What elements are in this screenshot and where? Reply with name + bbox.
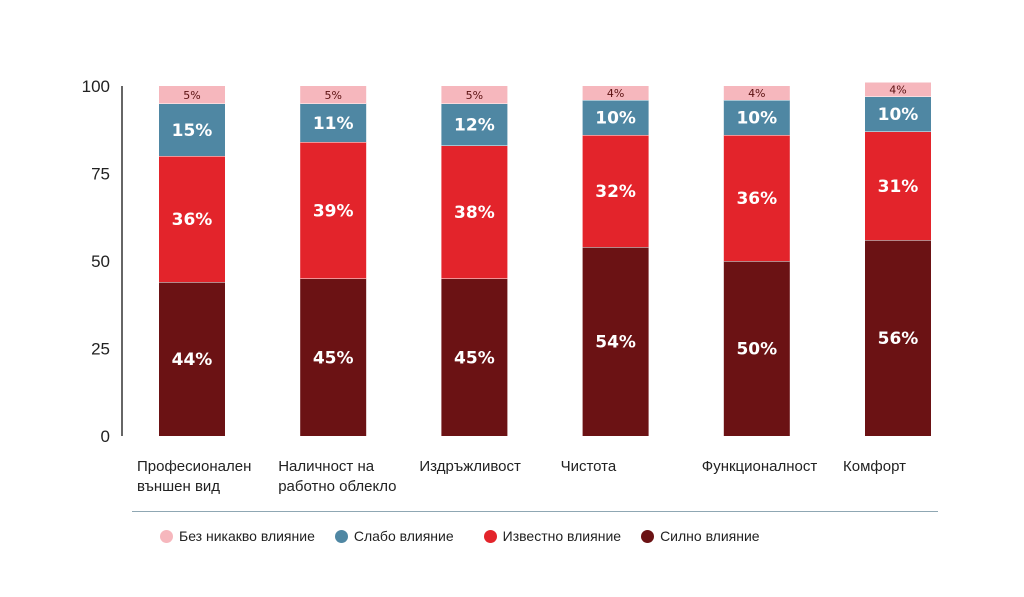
- data-label: 4%: [889, 84, 906, 97]
- bar-segment: [441, 86, 508, 104]
- data-label: 45%: [454, 348, 495, 368]
- category-label: Издръжливост: [419, 458, 521, 475]
- category-label: Наличност на: [278, 458, 375, 475]
- legend-swatch-weak: [334, 529, 348, 543]
- category-label: Професионален: [137, 458, 251, 475]
- bar-segment: [159, 103, 225, 156]
- y-axis-ticks: 100 75 50 25 0: [82, 77, 110, 446]
- data-label: 39%: [313, 201, 354, 221]
- bar-segment: [300, 278, 367, 436]
- category-label: Функционалност: [702, 458, 818, 475]
- data-label: 5%: [324, 89, 341, 102]
- bar-segment: [300, 142, 367, 279]
- category-label: работно облекло: [278, 478, 396, 495]
- legend-label-weak: Слабо влияние: [353, 528, 454, 544]
- y-tick-label: 100: [82, 77, 110, 96]
- data-label: 32%: [595, 182, 636, 202]
- bar-segment: [159, 86, 225, 104]
- bar-segment: [865, 240, 931, 436]
- data-label: 10%: [878, 105, 919, 125]
- data-label: 15%: [172, 121, 213, 141]
- bar-segment: [441, 145, 508, 279]
- bar-segment: [300, 103, 367, 142]
- data-label: 10%: [595, 109, 636, 129]
- bar-segment: [441, 103, 508, 146]
- y-tick-label: 25: [91, 340, 110, 359]
- y-tick-label: 0: [101, 427, 110, 446]
- legend-swatch-strong: [641, 529, 655, 543]
- category-label: Чистота: [561, 458, 617, 475]
- data-label: 36%: [736, 189, 777, 209]
- data-label: 54%: [595, 333, 636, 353]
- bar-segment: [441, 278, 508, 436]
- legend-swatch-some: [483, 529, 497, 543]
- category-labels: Професионален външен вид Наличност на работ…: [137, 458, 906, 495]
- data-label: 45%: [313, 348, 354, 368]
- bar-segment: [723, 261, 790, 436]
- bar-segment: [582, 135, 649, 247]
- bar-segment: [723, 86, 790, 100]
- data-label: 56%: [878, 329, 919, 349]
- bar-segment: [865, 131, 931, 240]
- legend-divider: [132, 511, 938, 512]
- legend-label-none: Без никакво влияние: [179, 528, 315, 544]
- bar-segment: [865, 82, 931, 97]
- bar-segment: [159, 156, 225, 282]
- bar-segment: [582, 247, 649, 436]
- legend-item-none: Без никакво влияние: [160, 528, 315, 544]
- data-label: 38%: [454, 203, 495, 223]
- bar-segment: [582, 86, 649, 100]
- data-label: 5%: [183, 89, 200, 102]
- bar-segment: [300, 86, 367, 104]
- legend-item-some: Известно влияние: [483, 528, 622, 544]
- y-tick-label: 75: [91, 165, 110, 184]
- data-label: 5%: [466, 89, 483, 102]
- bars-group: 44% 36% 15% 5% 45% 39% 11% 5% 45% 38% 12% 5% 54% 32% 1…: [159, 82, 931, 436]
- data-label: 31%: [878, 177, 919, 197]
- bar-segment: [159, 282, 225, 436]
- bar-segment: [723, 135, 790, 261]
- legend-item-strong: Силно влияние: [641, 528, 760, 544]
- data-label: 36%: [172, 210, 213, 230]
- data-label: 10%: [736, 109, 777, 129]
- category-label: Комфорт: [843, 458, 906, 475]
- legend-label-some: Известно влияние: [502, 528, 622, 544]
- legend-swatch-none: [160, 529, 173, 543]
- bar-segment: [723, 100, 790, 135]
- data-label: 50%: [736, 340, 777, 360]
- bar-segment: [582, 100, 649, 135]
- category-label: външен вид: [137, 478, 220, 495]
- data-label: 4%: [607, 87, 624, 100]
- legend: Без никакво влияние Слабо влияние Извест…: [160, 528, 780, 544]
- data-label: 11%: [313, 114, 354, 134]
- data-label: 44%: [172, 350, 213, 370]
- data-label: 12%: [454, 116, 495, 136]
- data-label: 4%: [748, 87, 765, 100]
- y-tick-label: 50: [91, 252, 110, 271]
- bar-segment: [865, 96, 931, 132]
- legend-item-weak: Слабо влияние: [334, 528, 454, 544]
- legend-label-strong: Силно влияние: [660, 528, 760, 544]
